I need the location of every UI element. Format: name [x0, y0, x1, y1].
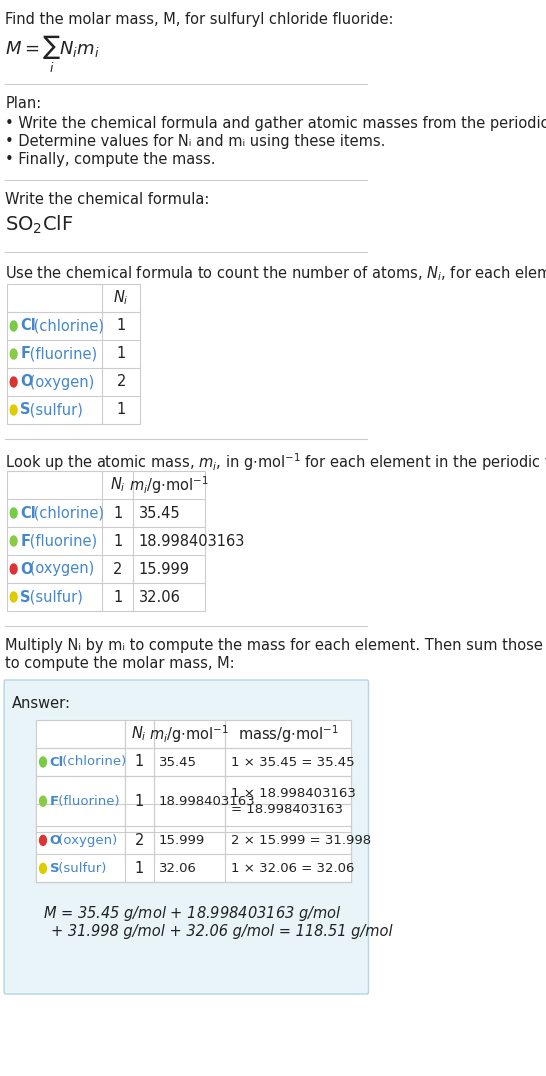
Text: Look up the atomic mass, $m_i$, in g$\cdot$mol$^{-1}$ for each element in the pe: Look up the atomic mass, $m_i$, in g$\cd…: [5, 451, 546, 472]
Text: • Determine values for Nᵢ and mᵢ using these items.: • Determine values for Nᵢ and mᵢ using t…: [5, 134, 386, 148]
Text: (fluorine): (fluorine): [54, 795, 120, 808]
Text: F: F: [50, 795, 59, 808]
Circle shape: [10, 536, 17, 546]
Text: 1: 1: [113, 506, 122, 521]
Text: • Finally, compute the mass.: • Finally, compute the mass.: [5, 152, 216, 167]
Text: 35.45: 35.45: [159, 755, 197, 768]
Text: (chlorine): (chlorine): [58, 755, 127, 768]
Text: (fluorine): (fluorine): [25, 534, 97, 549]
Text: $N_i$: $N_i$: [113, 288, 129, 308]
Text: (oxygen): (oxygen): [25, 562, 94, 577]
Text: 35.45: 35.45: [139, 506, 180, 521]
Circle shape: [10, 321, 17, 331]
Circle shape: [39, 758, 46, 767]
Text: (oxygen): (oxygen): [25, 374, 94, 390]
Text: 1 × 32.06 = 32.06: 1 × 32.06 = 32.06: [230, 862, 354, 875]
Text: 2: 2: [134, 833, 144, 848]
Text: Plan:: Plan:: [5, 96, 41, 111]
Text: Use the chemical formula to count the number of atoms, $N_i$, for each element:: Use the chemical formula to count the nu…: [5, 264, 546, 283]
Text: $N_i$: $N_i$: [110, 476, 126, 494]
Text: O: O: [50, 834, 61, 847]
Text: O: O: [20, 562, 33, 577]
Bar: [7, 471, 205, 611]
Text: 1: 1: [134, 861, 144, 876]
Circle shape: [10, 405, 17, 415]
Text: F: F: [20, 534, 31, 549]
Text: (chlorine): (chlorine): [29, 506, 104, 521]
Text: 18.998403163: 18.998403163: [159, 795, 256, 808]
Text: 1: 1: [116, 402, 126, 417]
Text: Multiply Nᵢ by mᵢ to compute the mass for each element. Then sum those values: Multiply Nᵢ by mᵢ to compute the mass fo…: [5, 638, 546, 653]
Text: (sulfur): (sulfur): [25, 590, 83, 605]
Text: (sulfur): (sulfur): [25, 402, 83, 417]
Text: S: S: [20, 590, 31, 605]
Circle shape: [10, 377, 17, 387]
Text: 32.06: 32.06: [159, 862, 197, 875]
Bar: [36, 720, 352, 882]
Text: 1: 1: [134, 754, 144, 769]
Text: 1: 1: [116, 318, 126, 334]
Text: 15.999: 15.999: [139, 562, 189, 577]
Text: 15.999: 15.999: [159, 834, 205, 847]
Circle shape: [39, 796, 46, 806]
Text: 32.06: 32.06: [139, 590, 180, 605]
Text: 2 × 15.999 = 31.998: 2 × 15.999 = 31.998: [230, 834, 371, 847]
Text: 1: 1: [116, 346, 126, 362]
Text: 2: 2: [113, 562, 122, 577]
Circle shape: [10, 564, 17, 574]
Text: Find the molar mass, M, for sulfuryl chloride fluoride:: Find the molar mass, M, for sulfuryl chl…: [5, 12, 394, 27]
FancyBboxPatch shape: [4, 680, 369, 994]
Text: $m_i$/g$\cdot$mol$^{-1}$: $m_i$/g$\cdot$mol$^{-1}$: [129, 475, 209, 496]
Text: 1 × 35.45 = 35.45: 1 × 35.45 = 35.45: [230, 755, 354, 768]
Text: 1 × 18.998403163: 1 × 18.998403163: [230, 787, 355, 799]
Text: Cl: Cl: [50, 755, 64, 768]
Text: 18.998403163: 18.998403163: [139, 534, 245, 549]
Text: Write the chemical formula:: Write the chemical formula:: [5, 192, 210, 207]
Text: Cl: Cl: [20, 506, 36, 521]
Text: mass/g$\cdot$mol$^{-1}$: mass/g$\cdot$mol$^{-1}$: [238, 723, 339, 745]
Circle shape: [39, 863, 46, 874]
Text: S: S: [20, 402, 31, 417]
Text: $M = \sum_i N_i m_i$: $M = \sum_i N_i m_i$: [5, 34, 100, 75]
Text: 2: 2: [116, 374, 126, 390]
Text: O: O: [20, 374, 33, 390]
Text: $M$ = 35.45 g/mol + 18.998403163 g/mol: $M$ = 35.45 g/mol + 18.998403163 g/mol: [43, 905, 342, 923]
Text: $m_i$/g$\cdot$mol$^{-1}$: $m_i$/g$\cdot$mol$^{-1}$: [150, 723, 229, 745]
Text: Answer:: Answer:: [12, 696, 72, 711]
Text: SO$_2$ClF: SO$_2$ClF: [5, 214, 74, 237]
Text: S: S: [50, 862, 60, 875]
Text: (fluorine): (fluorine): [25, 346, 97, 362]
Text: • Write the chemical formula and gather atomic masses from the periodic table.: • Write the chemical formula and gather …: [5, 116, 546, 131]
Text: to compute the molar mass, M:: to compute the molar mass, M:: [5, 656, 235, 671]
Bar: [7, 284, 140, 424]
Bar: [36, 748, 352, 882]
Text: + 31.998 g/mol + 32.06 g/mol = 118.51 g/mol: + 31.998 g/mol + 32.06 g/mol = 118.51 g/…: [51, 924, 393, 939]
Text: (oxygen): (oxygen): [54, 834, 117, 847]
Circle shape: [10, 349, 17, 359]
Text: F: F: [20, 346, 31, 362]
Text: Cl: Cl: [20, 318, 36, 334]
Circle shape: [10, 508, 17, 518]
Text: 1: 1: [134, 794, 144, 809]
Text: 1: 1: [113, 534, 122, 549]
Circle shape: [10, 592, 17, 601]
Text: (sulfur): (sulfur): [54, 862, 106, 875]
Text: $N_i$: $N_i$: [132, 724, 147, 744]
Circle shape: [39, 835, 46, 846]
Text: (chlorine): (chlorine): [29, 318, 104, 334]
Text: = 18.998403163: = 18.998403163: [230, 803, 343, 816]
Text: 1: 1: [113, 590, 122, 605]
